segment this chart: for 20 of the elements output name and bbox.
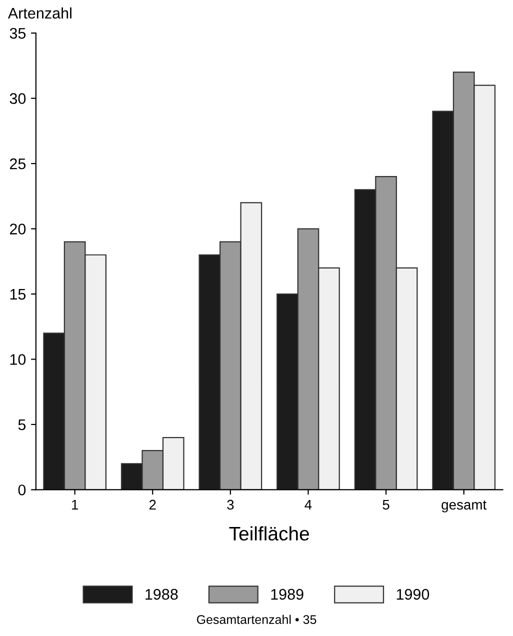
y-tick-label: 25 — [10, 158, 26, 170]
y-tick-label: 20 — [10, 224, 26, 234]
x-axis-title: Teilfläche — [229, 526, 309, 541]
y-tick-label: 10 — [10, 354, 26, 365]
x-tick-label: 3 — [227, 500, 234, 510]
y-tick-label: 35 — [10, 28, 26, 39]
x-tick-label: gesamt — [442, 500, 487, 512]
x-tick-label: 4 — [304, 500, 312, 510]
y-axis-title: Artenzahl — [8, 7, 72, 19]
y-tick-label: 0 — [18, 484, 26, 496]
text: Gesamtartenzahl • 35 — [196, 614, 316, 624]
legend-label: 1989 — [271, 588, 304, 600]
legend-label: 1990 — [396, 588, 430, 600]
y-tick-label: 30 — [10, 93, 26, 104]
y-tick-label: 5 — [18, 420, 26, 430]
legend-label: 1988 — [146, 588, 178, 600]
x-tick-label: 2 — [149, 500, 156, 510]
y-tick-label: 15 — [10, 289, 26, 300]
x-tick-label: 5 — [382, 500, 390, 510]
x-tick-label: 1 — [72, 500, 78, 510]
